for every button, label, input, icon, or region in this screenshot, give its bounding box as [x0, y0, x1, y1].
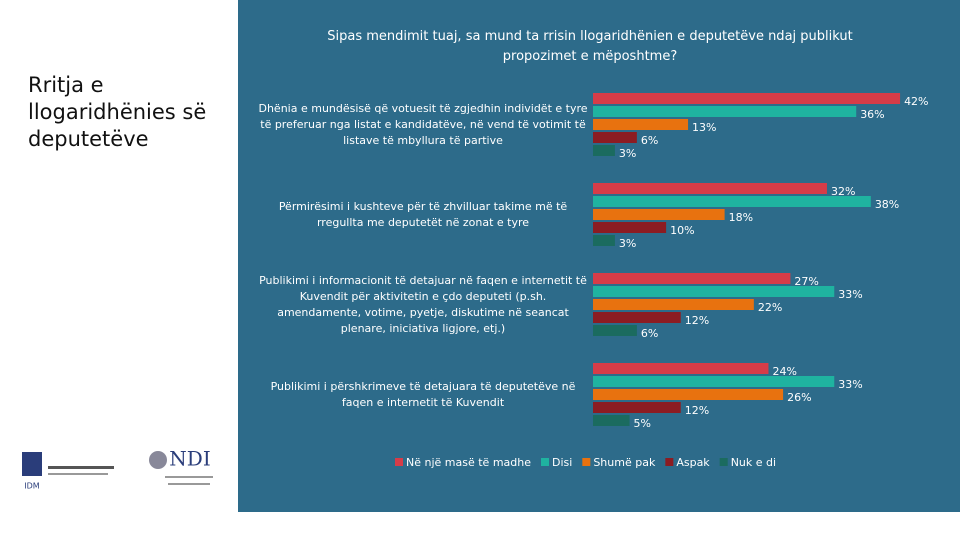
legend-label: Aspak — [676, 456, 710, 469]
value-label: 27% — [794, 275, 818, 288]
legend-swatch — [395, 458, 403, 466]
bar — [593, 402, 681, 413]
bar — [593, 106, 857, 117]
value-label: 32% — [831, 185, 855, 198]
value-label: 22% — [758, 301, 782, 314]
chart-title: Sipas mendimit tuaj, sa mund ta rrisin l… — [327, 29, 853, 64]
legend-swatch — [719, 458, 728, 466]
value-label: 13% — [692, 121, 716, 134]
ndi-logo: NDI — [149, 447, 213, 485]
value-label: 3% — [619, 147, 636, 160]
value-label: 12% — [685, 404, 709, 417]
bar — [593, 389, 784, 400]
legend-swatch — [541, 458, 549, 466]
value-label: 10% — [670, 224, 694, 237]
value-label: 18% — [729, 211, 753, 224]
value-label: 26% — [787, 391, 811, 404]
value-label: 33% — [838, 378, 862, 391]
value-label: 33% — [838, 288, 862, 301]
logo-text: NDI — [169, 447, 210, 471]
bar — [593, 93, 901, 104]
bar — [593, 119, 689, 130]
category-label: Përmirësimi i kushteve për të zhvilluar … — [278, 200, 568, 229]
bar — [593, 312, 681, 323]
value-label: 38% — [875, 198, 899, 211]
slide-title: Rritja e llogaridhënies së deputetëve — [28, 73, 207, 151]
legend-label: Shumë pak — [593, 456, 656, 469]
legend-swatch — [582, 458, 591, 466]
bar — [593, 273, 791, 284]
value-label: 5% — [634, 417, 651, 430]
category-label: Publikimi i përshkrimeve të detajuara të… — [270, 380, 576, 409]
value-label: 36% — [860, 108, 884, 121]
bar — [593, 222, 667, 233]
chart-panel — [238, 0, 960, 512]
legend-label: Në një masë të madhe — [406, 456, 531, 469]
value-label: 24% — [772, 365, 796, 378]
legend-label: Disi — [552, 456, 572, 469]
value-label: 12% — [685, 314, 709, 327]
bar — [593, 145, 615, 156]
bar — [593, 209, 725, 220]
logo-text: IDM — [24, 482, 40, 491]
bar — [593, 363, 769, 374]
bar — [593, 183, 827, 194]
legend-swatch — [665, 458, 674, 466]
category-label: Dhënia e mundësisë që votuesit të zgjedh… — [258, 102, 588, 147]
idm-logo: IDM — [22, 452, 114, 491]
bar — [593, 415, 630, 426]
bar — [593, 196, 871, 207]
bar — [593, 235, 615, 246]
bar — [593, 286, 835, 297]
value-label: 3% — [619, 237, 636, 250]
bar — [593, 376, 835, 387]
bar — [593, 132, 637, 143]
value-label: 42% — [904, 95, 928, 108]
value-label: 6% — [641, 327, 658, 340]
category-label: Publikimi i informacionit të detajuar në… — [259, 274, 587, 335]
bar — [593, 325, 637, 336]
bar — [593, 299, 754, 310]
legend-label: Nuk e di — [731, 456, 776, 469]
value-label: 6% — [641, 134, 658, 147]
